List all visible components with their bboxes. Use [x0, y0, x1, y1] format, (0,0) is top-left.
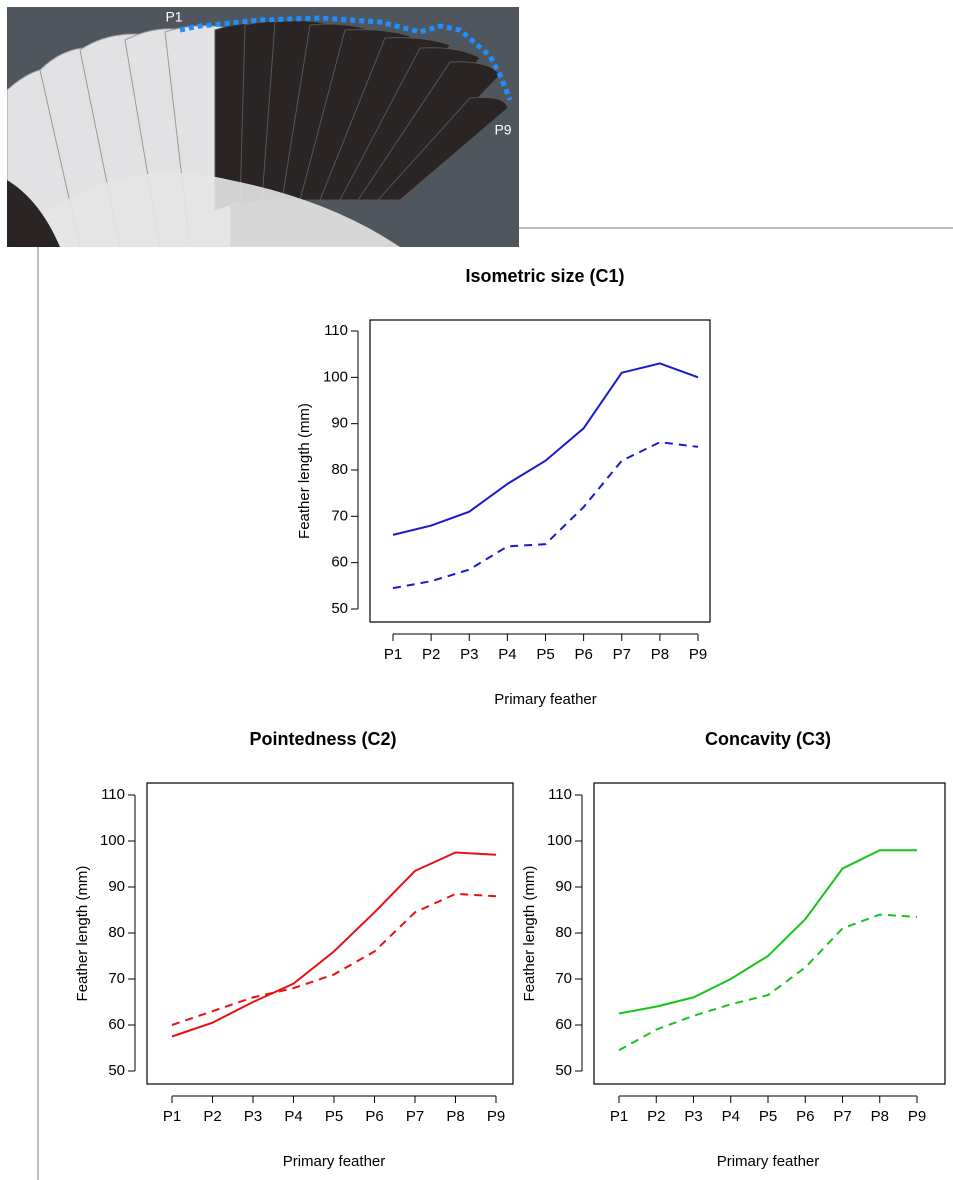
x-tick-label: P3	[460, 646, 478, 663]
photo-label: P1	[165, 9, 182, 25]
chart-title: Pointedness (C2)	[249, 729, 396, 749]
y-tick-label: 100	[547, 832, 572, 849]
y-axis-label: Feather length (mm)	[296, 403, 313, 539]
y-axis-label: Feather length (mm)	[74, 866, 91, 1002]
chart-title: Isometric size (C1)	[465, 266, 624, 286]
x-tick-label: P9	[487, 1108, 505, 1125]
x-tick-label: P5	[325, 1108, 343, 1125]
x-tick-label: P6	[796, 1108, 814, 1125]
x-tick-label: P6	[574, 646, 592, 663]
x-tick-label: P4	[498, 646, 516, 663]
y-tick-label: 50	[108, 1062, 125, 1079]
plot-frame	[369, 319, 711, 623]
x-tick-label: P1	[384, 646, 402, 663]
x-tick-label: P7	[406, 1108, 424, 1125]
x-tick-label: P2	[203, 1108, 221, 1125]
data-line	[392, 362, 699, 536]
x-tick-label: P5	[759, 1108, 777, 1125]
x-tick-label: P2	[422, 646, 440, 663]
data-line	[618, 849, 917, 1015]
chart-title: Concavity (C3)	[705, 729, 831, 749]
y-tick-label: 60	[108, 1016, 125, 1033]
data-line	[171, 892, 497, 1026]
chart: Pointedness (C2) 50 60 70 80 90 100 110 P1 P2 P3 P4…	[74, 729, 514, 1170]
y-tick-label: 110	[324, 322, 348, 339]
y-tick-label: 60	[331, 554, 348, 571]
x-tick-label: P3	[244, 1108, 262, 1125]
x-tick-label: P7	[613, 646, 631, 663]
x-tick-label: P4	[284, 1108, 302, 1125]
x-tick-label: P1	[163, 1108, 181, 1125]
data-line	[618, 913, 918, 1052]
y-tick-label: 80	[555, 924, 572, 941]
chart: Isometric size (C1) 50 60 70 80 90 100 110 P1 P2 P…	[296, 266, 711, 708]
y-tick-label: 90	[108, 878, 125, 895]
x-tick-label: P2	[647, 1108, 665, 1125]
x-tick-label: P8	[871, 1108, 889, 1125]
y-tick-label: 90	[555, 878, 572, 895]
y-tick-label: 50	[555, 1062, 572, 1079]
wing-photo: P1 P9	[7, 7, 519, 247]
plot-frame	[146, 782, 514, 1085]
x-tick-label: P1	[610, 1108, 628, 1125]
x-tick-label: P9	[908, 1108, 926, 1125]
y-tick-label: 70	[555, 970, 572, 987]
y-tick-label: 110	[101, 786, 125, 803]
x-tick-label: P6	[365, 1108, 383, 1125]
photo-label: P9	[494, 122, 511, 138]
y-axis-label: Feather length (mm)	[521, 866, 538, 1002]
y-tick-label: 50	[331, 600, 348, 617]
x-tick-label: P3	[684, 1108, 702, 1125]
y-tick-label: 100	[323, 368, 348, 385]
x-tick-label: P4	[722, 1108, 740, 1125]
plot-frame	[593, 782, 946, 1085]
chart: Concavity (C3) 50 60 70 80 90 100 110 P1 P2 P3 P4 P5…	[521, 729, 946, 1170]
y-tick-label: 70	[331, 507, 348, 524]
y-tick-label: 100	[100, 832, 125, 849]
y-tick-label: 60	[555, 1016, 572, 1033]
data-line	[392, 441, 699, 590]
y-tick-label: 80	[331, 461, 348, 478]
y-tick-label: 90	[331, 415, 348, 432]
x-tick-label: P8	[651, 646, 669, 663]
y-tick-label: 80	[108, 924, 125, 941]
y-tick-label: 70	[108, 970, 125, 987]
x-tick-label: P8	[446, 1108, 464, 1125]
x-axis-label: Primary feather	[283, 1153, 386, 1170]
x-tick-label: P7	[833, 1108, 851, 1125]
x-tick-label: P5	[536, 646, 554, 663]
data-line	[171, 851, 497, 1038]
x-axis-label: Primary feather	[494, 691, 597, 708]
y-tick-label: 110	[548, 786, 572, 803]
x-tick-label: P9	[689, 646, 707, 663]
x-axis-label: Primary feather	[717, 1153, 820, 1170]
